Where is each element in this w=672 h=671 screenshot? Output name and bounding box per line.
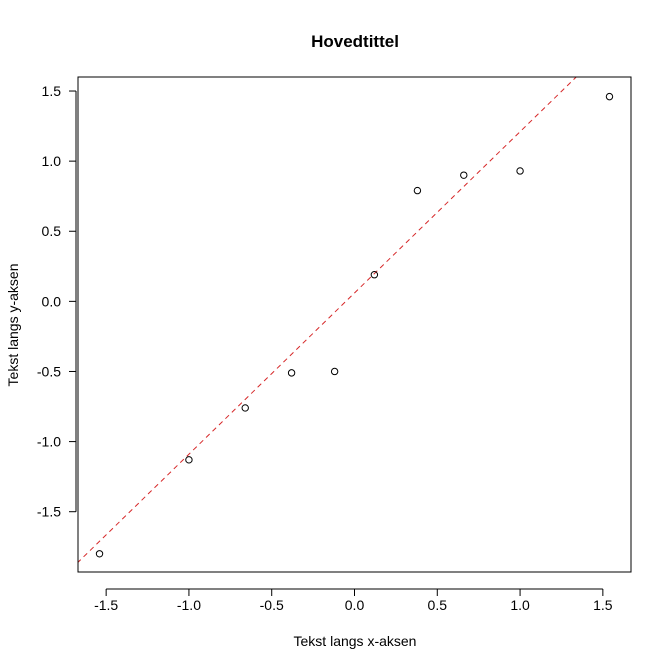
reference-line: [78, 77, 577, 563]
y-tick-label-1: -1.0: [37, 434, 61, 450]
y-tick-label-5: 1.0: [42, 153, 62, 169]
y-axis-label: Tekst langs y-aksen: [5, 264, 21, 387]
y-tick-label-6: 1.5: [42, 83, 62, 99]
data-point-8: [460, 171, 468, 179]
y-tick-label-3: 0.0: [42, 293, 62, 309]
x-tick-label-0: -1.5: [94, 597, 118, 613]
x-tick-label-3: 0.0: [345, 597, 365, 613]
data-point-5: [330, 367, 339, 376]
x-tick-label-4: 0.5: [428, 597, 448, 613]
data-point-2: [185, 456, 193, 464]
x-tick-label-6: 1.5: [593, 597, 613, 613]
x-tick-label-1: -1.0: [177, 597, 201, 613]
x-tick-label-2: -0.5: [260, 597, 284, 613]
chart-title: Hovedtittel: [311, 32, 399, 51]
x-tick-label-5: 1.0: [510, 597, 530, 613]
y-tick-label-4: 0.5: [42, 223, 62, 239]
data-point-7: [413, 186, 422, 195]
data-point-9: [516, 167, 524, 175]
data-point-1: [95, 550, 104, 558]
data-point-10: [605, 92, 614, 101]
plot-area: -1.5 -1.0 -0.5 0.0 0.5 1.0 1.5 -1.5 -1.0 -0.5 0.0 0…: [37, 76, 632, 613]
x-axis-label: Tekst langs x-aksen: [294, 633, 417, 649]
y-tick-label-0: -1.5: [37, 504, 61, 520]
plot-frame: [77, 76, 632, 573]
data-point-3: [241, 404, 249, 412]
data-point-6: [370, 271, 379, 279]
data-point-4: [287, 369, 296, 377]
y-tick-label-2: -0.5: [37, 363, 61, 379]
